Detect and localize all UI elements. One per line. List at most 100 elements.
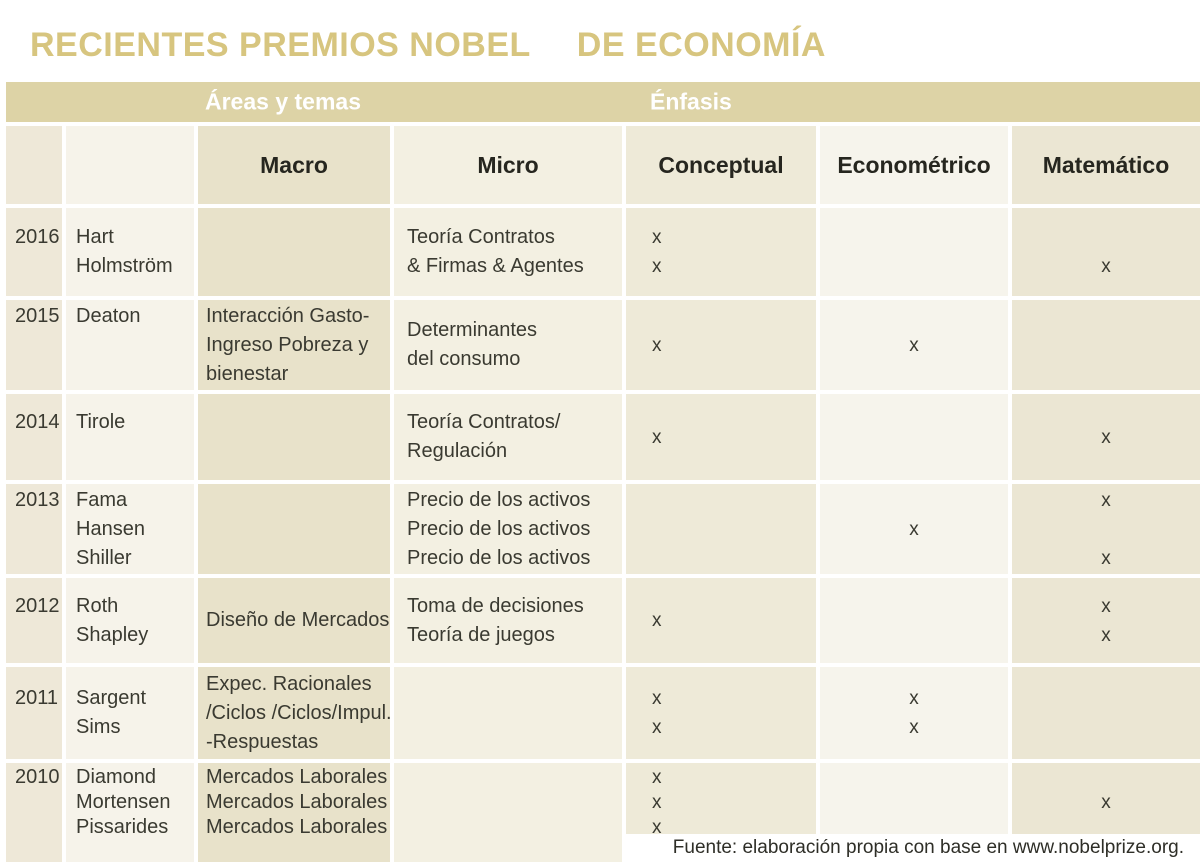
table-row-2012: 2012 Roth Shapley Diseño de Mercados Toma de… [6, 578, 1200, 663]
conceptual-mark-cell: x [626, 300, 816, 390]
micro-topic-text: Teoría Contratos/ [407, 411, 561, 433]
micro-topic-cell: Teoría Contratos/Regulación [394, 394, 622, 480]
macro-topic-text: Diseño de Mercados [206, 609, 390, 631]
year-text [15, 360, 62, 389]
matematico-column-header: Matemático [1012, 126, 1200, 204]
table-row-2011: 2011 Sargent Sims Expec. Racionales/Ciclos … [6, 667, 1200, 759]
laureate-name: Diamond [76, 766, 157, 788]
macro-topic-cell [198, 208, 390, 296]
laureates-cell: Deaton [66, 300, 194, 390]
micro-topic-text: Regulación [407, 440, 508, 462]
econometrico-mark-cell: x [820, 300, 1008, 390]
econometrico-mark-cell [820, 394, 1008, 480]
column-header-row: Macro Micro Conceptual Econométrico Mate… [6, 126, 1200, 204]
econometrico-mark-cell [820, 578, 1008, 663]
micro-topic-text: Precio de los activos [407, 546, 591, 569]
table-row-2015: 2015 Deaton Interacción Gasto- Ingreso Pobr… [6, 300, 1200, 390]
econometrico-mark: x [909, 688, 919, 709]
laureate-name: Hart [76, 226, 114, 248]
laureate-name [76, 437, 194, 466]
econometrico-column-header: Econométrico [820, 126, 1008, 204]
laureates-cell: Roth Shapley [66, 578, 194, 663]
macro-topic-text: -Respuestas [206, 730, 319, 753]
macro-column-header: Macro [198, 126, 390, 204]
page-title: RECIENTES PREMIOS NOBEL DE ECONOMÍA [0, 0, 1200, 82]
conceptual-mark-cell [626, 484, 816, 574]
laureates-cell: Fama Hansen Shiller [66, 484, 194, 574]
matematico-mark: x [1101, 624, 1111, 646]
macro-topic-cell: Interacción Gasto- Ingreso Pobreza y biene… [198, 300, 390, 390]
micro-topic-cell: Determinantes del consumo [394, 300, 622, 390]
micro-topic-text: Teoría de juegos [407, 623, 555, 646]
macro-topic-text: Mercados Laborales [206, 766, 388, 788]
macro-topic-cell [198, 394, 390, 480]
laureate-name: Sargent [76, 687, 147, 709]
macro-topic-text: Interacción Gasto- [206, 304, 370, 327]
macro-topic-text: Mercados Laborales [206, 816, 388, 838]
laureate-name: Mortensen [76, 791, 171, 813]
table-row-2013: 2013 Fama Hansen Shiller Precio de los activ… [6, 484, 1200, 574]
micro-topic-cell: Toma de decisiones Teoría de juegos [394, 578, 622, 663]
year-cell: 2012 [6, 578, 62, 663]
micro-topic-text: Teoría Contratos [407, 226, 555, 248]
laureate-name: Shapley [76, 623, 149, 646]
year-cell: 2010 [6, 763, 62, 862]
conceptual-mark: x [652, 717, 662, 738]
conceptual-mark-cell: x [626, 578, 816, 663]
micro-topic-text: Precio de los activos [407, 488, 591, 511]
econometrico-mark: x [909, 518, 919, 540]
econometrico-mark-cell: x [820, 484, 1008, 574]
conceptual-mark: x [652, 767, 662, 788]
laureates-cell: Tirole [66, 394, 194, 480]
matematico-mark [1012, 515, 1200, 544]
year-cell: 2014 [6, 394, 62, 480]
macro-topic-cell [198, 484, 390, 574]
laureate-name: Hansen [76, 517, 145, 540]
laureate-name: Pissarides [76, 816, 169, 838]
conceptual-mark: x [652, 426, 662, 448]
conceptual-mark: x [652, 817, 662, 838]
table-row-2014: 2014 Tirole Teoría Contratos/Regulación x x [6, 394, 1200, 480]
conceptual-mark: x [652, 688, 662, 709]
laureates-cell: Hart Holmström [66, 208, 194, 296]
macro-topic-text: Ingreso Pobreza y [206, 333, 369, 356]
group-header-band: Áreas y temas Énfasis [6, 82, 1200, 122]
year-text: 2016 [15, 226, 60, 248]
matematico-mark: x [1101, 792, 1111, 813]
matematico-mark-cell [1012, 300, 1200, 390]
conceptual-mark: x [652, 792, 662, 813]
conceptual-mark: x [652, 227, 662, 248]
year-text: 2014 [15, 411, 60, 433]
matematico-mark: x [1101, 547, 1111, 569]
source-note: Fuente: elaboración propia con base en w… [672, 837, 1184, 858]
year-text [15, 621, 62, 650]
year-cell: 2013 [6, 484, 62, 574]
matematico-mark: x [1101, 256, 1111, 277]
econometrico-mark [820, 544, 1008, 573]
micro-topic-text: & Firmas & Agentes [407, 255, 584, 277]
conceptual-mark: x [652, 256, 662, 277]
year-text [15, 252, 62, 281]
matematico-mark-cell: x [1012, 208, 1200, 296]
econometrico-mark-cell [820, 208, 1008, 296]
title-part-2: DE ECONOMÍA [576, 26, 826, 64]
year-column-header [6, 126, 62, 204]
matematico-mark: x [1101, 489, 1111, 511]
macro-topic-cell: Diseño de Mercados [198, 578, 390, 663]
footer: Fuente: elaboración propia con base en w… [626, 834, 1200, 862]
matematico-mark [1012, 223, 1200, 252]
macro-topic-text: Mercados Laborales [206, 791, 388, 813]
table-body: 2016 Hart Holmström Teoría Contratos & Firma… [0, 208, 1200, 862]
micro-topic-cell: Precio de los activos Precio de los activ… [394, 484, 622, 574]
year-cell: 2016 [6, 208, 62, 296]
econometrico-mark [820, 486, 1008, 515]
macro-topic-text: /Ciclos /Ciclos/Impul. [206, 701, 390, 724]
year-text [15, 790, 62, 815]
econometrico-mark: x [909, 334, 919, 356]
year-text: 2012 [15, 594, 60, 617]
